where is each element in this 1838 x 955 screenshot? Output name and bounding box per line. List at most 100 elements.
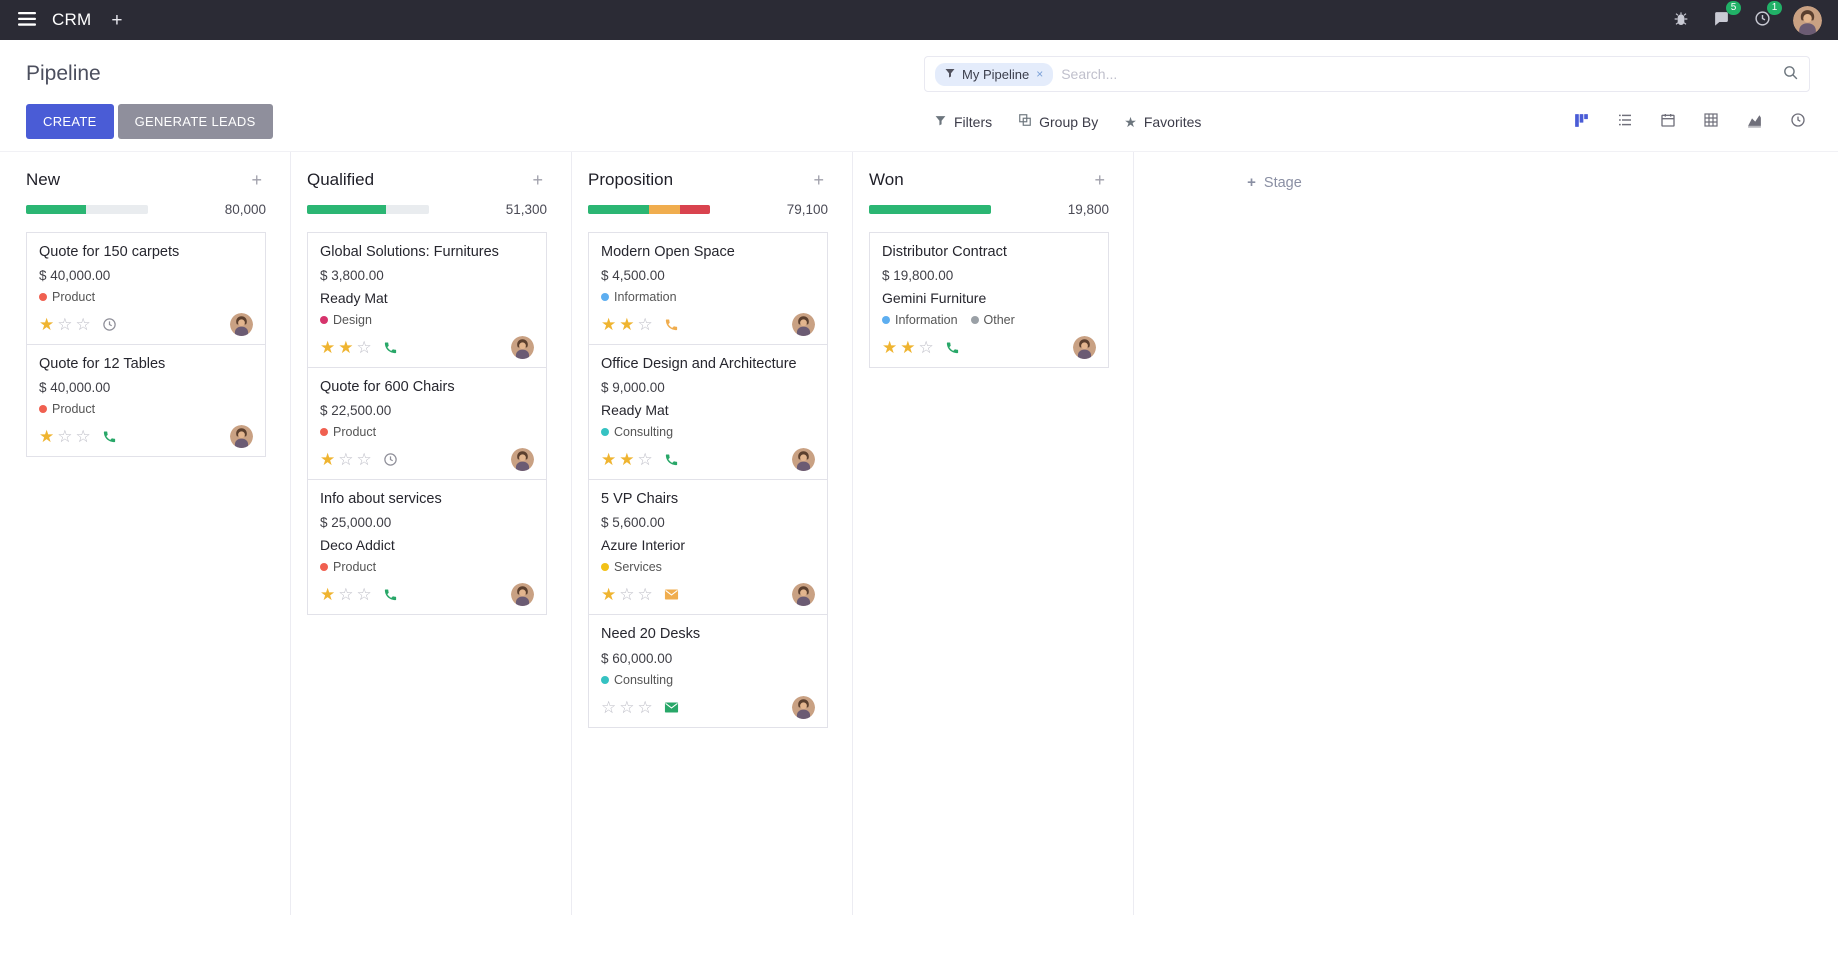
kanban-card[interactable]: 5 VP Chairs $ 5,600.00 Azure Interior Servi… [588,479,828,616]
salesperson-avatar[interactable] [511,336,534,360]
kanban-card[interactable]: Distributor Contract $ 19,800.00 Gemini Fu… [869,232,1109,369]
progressbar-segment[interactable] [679,205,710,214]
priority-star-icon[interactable]: ★ [619,315,635,335]
kanban-card[interactable]: Quote for 600 Chairs $ 22,500.00 Product ★ ☆… [307,367,547,481]
priority-star-icon[interactable]: ★ [320,585,336,605]
group-by-button[interactable]: Group By [1008,105,1108,138]
priority-star-icon[interactable]: ★ [320,338,336,358]
kanban-card[interactable]: Info about services $ 25,000.00 Deco Addic… [307,479,547,616]
priority-star-icon[interactable]: ☆ [619,585,635,605]
clock-activity-icon[interactable] [383,452,398,467]
priority-star-icon[interactable]: ★ [601,585,617,605]
kanban-card[interactable]: Quote for 12 Tables $ 40,000.00 Product ★ ☆ ☆ [26,344,266,458]
pivot-view-button[interactable] [1703,112,1719,131]
activity-view-button[interactable] [1790,112,1806,131]
priority-star-icon[interactable]: ☆ [338,585,354,605]
create-button[interactable]: CREATE [26,104,114,139]
phone-activity-icon[interactable] [664,452,679,467]
priority-star-icon[interactable]: ☆ [918,338,934,358]
card-expected-revenue: $ 5,600.00 [601,515,665,531]
salesperson-avatar[interactable] [511,583,534,607]
progressbar-segment[interactable] [588,205,649,214]
app-name[interactable]: CRM [52,10,92,29]
salesperson-avatar[interactable] [230,313,253,337]
priority-star-icon[interactable]: ★ [601,450,617,470]
column-progressbar[interactable] [307,205,429,214]
facet-remove-icon[interactable]: × [1036,67,1044,81]
progressbar-segment[interactable] [869,205,991,214]
priority-star-icon[interactable]: ★ [338,338,354,358]
column-progressbar[interactable] [26,205,148,214]
salesperson-avatar[interactable] [1073,336,1096,360]
clock-activity-icon[interactable] [102,317,117,332]
priority-star-icon[interactable]: ☆ [637,697,653,717]
column-quick-create-button[interactable]: + [247,171,266,189]
kanban-card[interactable]: Quote for 150 carpets $ 40,000.00 Product ★… [26,232,266,346]
progressbar-segment[interactable] [26,205,86,214]
priority-star-icon[interactable]: ☆ [637,315,653,335]
priority-star-icon[interactable]: ☆ [356,450,372,470]
column-quick-create-button[interactable]: + [528,171,547,189]
priority-star-icon[interactable]: ★ [320,450,336,470]
clock-icon [1754,10,1771,30]
priority-star-icon[interactable]: ☆ [338,450,354,470]
priority-star-icon[interactable]: ☆ [619,697,635,717]
favorites-button[interactable]: ★ Favorites [1114,106,1211,138]
salesperson-avatar[interactable] [792,695,815,719]
calendar-view-button[interactable] [1660,112,1676,131]
salesperson-avatar[interactable] [792,313,815,337]
messages-button[interactable]: 5 [1711,1,1741,32]
salesperson-avatar[interactable] [792,583,815,607]
kanban-card[interactable]: Global Solutions: Furnitures $ 3,800.00 Re… [307,232,547,369]
priority-star-icon[interactable]: ☆ [601,697,617,717]
phone-activity-icon[interactable] [383,340,398,355]
priority-star-icon[interactable]: ★ [39,315,55,335]
apps-menu-button[interactable] [16,10,38,31]
debug-button[interactable] [1671,9,1691,32]
salesperson-avatar[interactable] [792,448,815,472]
quick-add-button[interactable]: + [105,9,128,32]
column-progressbar[interactable] [869,205,991,214]
priority-star-icon[interactable]: ★ [601,315,617,335]
filters-button[interactable]: Filters [924,106,1002,138]
progressbar-segment[interactable] [307,205,387,214]
priority-star-icon[interactable]: ★ [900,338,916,358]
search-input[interactable] [1061,66,1774,82]
generate-leads-button[interactable]: GENERATE LEADS [117,104,273,139]
salesperson-avatar[interactable] [511,448,534,472]
list-view-button[interactable] [1617,112,1633,131]
column-progressbar[interactable] [588,205,710,214]
add-stage-button[interactable]: + Stage [1247,174,1302,191]
envelope-activity-icon[interactable] [664,587,679,602]
priority-star-icon[interactable]: ★ [619,450,635,470]
card-tags: Consulting [601,425,815,439]
kanban-card[interactable]: Need 20 Desks $ 60,000.00 Consulting ☆ ☆ ☆ [588,614,828,728]
priority-star-icon[interactable]: ★ [39,427,55,447]
progressbar-segment[interactable] [649,205,680,214]
kanban-card[interactable]: Modern Open Space $ 4,500.00 Information ★ ★… [588,232,828,346]
salesperson-avatar[interactable] [230,425,253,449]
priority-star-icon[interactable]: ☆ [356,338,372,358]
priority-star-icon[interactable]: ☆ [637,450,653,470]
kanban-card[interactable]: Office Design and Architecture $ 9,000.00… [588,344,828,481]
priority-star-icon[interactable]: ☆ [75,427,91,447]
column-quick-create-button[interactable]: + [809,171,828,189]
kanban-view-button[interactable] [1573,112,1590,132]
phone-activity-icon[interactable] [102,429,117,444]
phone-activity-icon[interactable] [945,340,960,355]
phone-activity-icon[interactable] [383,587,398,602]
search-submit-button[interactable] [1782,64,1799,84]
phone-activity-icon[interactable] [664,317,679,332]
priority-star-icon[interactable]: ☆ [356,585,372,605]
envelope-activity-icon[interactable] [664,700,679,715]
search-facet-my-pipeline[interactable]: My Pipeline × [935,62,1054,86]
activities-button[interactable]: 1 [1752,1,1782,32]
priority-star-icon[interactable]: ☆ [57,315,73,335]
priority-star-icon[interactable]: ☆ [57,427,73,447]
priority-star-icon[interactable]: ☆ [75,315,91,335]
priority-star-icon[interactable]: ★ [882,338,898,358]
priority-star-icon[interactable]: ☆ [637,585,653,605]
user-avatar[interactable] [1793,5,1822,35]
column-quick-create-button[interactable]: + [1090,171,1109,189]
graph-view-button[interactable] [1746,112,1763,132]
